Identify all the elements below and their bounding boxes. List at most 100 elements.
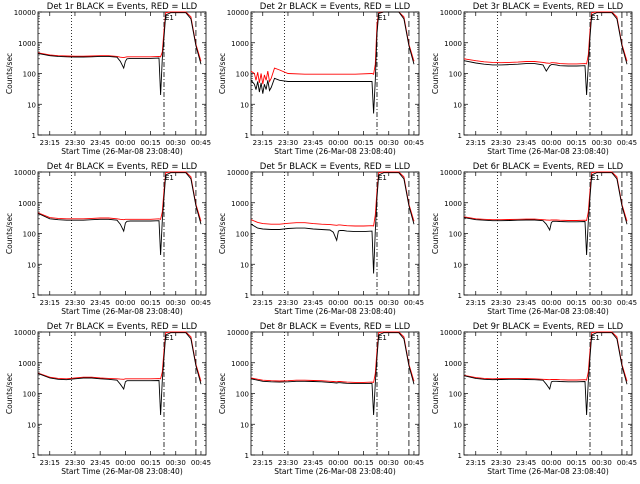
plot-frame <box>250 331 420 456</box>
marker-label: E1 <box>165 334 174 342</box>
x-tick-label: 00:30 <box>592 139 612 147</box>
plot-frame <box>250 171 420 296</box>
y-tick-label: 10000 <box>440 9 462 17</box>
x-tick-label: 23:30 <box>65 139 85 147</box>
marker-label: E1 <box>378 174 387 182</box>
x-tick-label: 23:45 <box>516 459 536 467</box>
events-series-line <box>37 172 202 256</box>
plot-frame <box>37 171 207 296</box>
x-tick-label: 00:45 <box>191 139 211 147</box>
x-tick-label: 23:15 <box>40 459 60 467</box>
x-tick-label: 00:15 <box>353 139 373 147</box>
y-tick-label: 10000 <box>14 9 36 17</box>
events-series-line <box>37 332 202 416</box>
panel-title: Det 7r BLACK = Events, RED = LLD <box>47 322 198 332</box>
y-axis-label: Counts/sec <box>5 53 14 94</box>
x-tick-label: 00:15 <box>566 459 586 467</box>
x-axis-label: Start Time (26-Mar-08 23:08:40) <box>274 147 396 156</box>
y-tick-label: 100 <box>236 71 249 79</box>
x-axis-label: Start Time (26-Mar-08 23:08:40) <box>61 467 183 476</box>
y-tick-label: 1 <box>245 452 249 460</box>
events-series-line <box>463 172 628 256</box>
x-tick-label: 23:45 <box>516 139 536 147</box>
y-tick-label: 100 <box>449 71 462 79</box>
y-tick-label: 10 <box>453 261 462 269</box>
lld-series-line <box>37 331 202 382</box>
x-tick-label: 23:30 <box>65 299 85 307</box>
x-tick-label: 00:45 <box>617 299 637 307</box>
y-tick-label: 10000 <box>14 329 36 337</box>
y-axis-label: Counts/sec <box>431 213 440 254</box>
x-tick-label: 00:45 <box>191 299 211 307</box>
detector-panel: Det 9r BLACK = Events, RED = LLD 1 10 100 10… <box>431 322 637 476</box>
x-tick-label: 23:15 <box>466 299 486 307</box>
x-tick-label: 00:00 <box>115 139 135 147</box>
y-tick-label: 1 <box>458 132 462 140</box>
x-tick-label: 23:15 <box>253 459 273 467</box>
y-tick-label: 1000 <box>444 360 462 368</box>
x-tick-label: 23:15 <box>466 459 486 467</box>
x-tick-label: 00:15 <box>140 139 160 147</box>
y-axis-label: Counts/sec <box>431 373 440 414</box>
x-tick-label: 23:15 <box>466 139 486 147</box>
marker-label: E1 <box>591 14 600 22</box>
detector-panel: Det 7r BLACK = Events, RED = LLD 1 10 100 10… <box>5 322 211 476</box>
panel-title: Det 1r BLACK = Events, RED = LLD <box>47 2 198 12</box>
y-axis-label: Counts/sec <box>218 373 227 414</box>
marker-label: E1 <box>165 14 174 22</box>
x-axis-label: Start Time (26-Mar-08 23:08:40) <box>487 307 609 316</box>
x-axis-label: Start Time (26-Mar-08 23:08:40) <box>274 307 396 316</box>
x-tick-label: 00:30 <box>166 139 186 147</box>
lld-series-line <box>37 171 202 222</box>
y-tick-label: 10000 <box>227 169 249 177</box>
y-tick-label: 10000 <box>227 9 249 17</box>
x-tick-label: 00:00 <box>541 459 561 467</box>
detector-panel: Det 8r BLACK = Events, RED = LLD 1 10 100 10… <box>218 322 424 476</box>
x-tick-label: 00:30 <box>592 299 612 307</box>
y-tick-label: 100 <box>236 231 249 239</box>
lld-series-line <box>37 11 202 62</box>
y-tick-label: 1 <box>32 452 36 460</box>
y-axis-label: Counts/sec <box>218 53 227 94</box>
y-axis-label: Counts/sec <box>218 213 227 254</box>
x-tick-label: 23:45 <box>303 139 323 147</box>
x-tick-label: 00:45 <box>191 459 211 467</box>
lld-series-line <box>250 11 415 85</box>
lld-series-line <box>463 11 628 65</box>
x-tick-label: 00:45 <box>404 299 424 307</box>
x-tick-label: 23:45 <box>303 459 323 467</box>
x-tick-label: 23:45 <box>303 299 323 307</box>
x-tick-label: 00:00 <box>541 139 561 147</box>
y-tick-label: 1 <box>32 292 36 300</box>
y-tick-label: 10000 <box>440 329 462 337</box>
x-tick-label: 23:15 <box>40 299 60 307</box>
plot-frame <box>463 331 633 456</box>
x-tick-label: 23:30 <box>491 139 511 147</box>
x-tick-label: 00:30 <box>166 299 186 307</box>
y-tick-label: 1000 <box>231 200 249 208</box>
x-tick-label: 00:30 <box>166 459 186 467</box>
plot-frame <box>250 11 420 136</box>
y-tick-label: 100 <box>449 231 462 239</box>
y-tick-label: 10 <box>240 261 249 269</box>
y-tick-label: 1 <box>245 132 249 140</box>
x-axis-label: Start Time (26-Mar-08 23:08:40) <box>61 147 183 156</box>
x-tick-label: 00:15 <box>566 139 586 147</box>
lld-series-line <box>250 171 415 227</box>
x-tick-label: 23:30 <box>278 139 298 147</box>
x-tick-label: 00:15 <box>353 299 373 307</box>
x-tick-label: 00:15 <box>566 299 586 307</box>
x-tick-label: 00:30 <box>379 299 399 307</box>
x-tick-label: 00:30 <box>379 139 399 147</box>
y-axis-label: Counts/sec <box>5 373 14 414</box>
x-tick-label: 00:45 <box>617 139 637 147</box>
x-tick-label: 00:00 <box>541 299 561 307</box>
x-axis-label: Start Time (26-Mar-08 23:08:40) <box>487 147 609 156</box>
x-tick-label: 23:45 <box>90 459 110 467</box>
marker-label: E1 <box>378 334 387 342</box>
x-tick-label: 23:30 <box>65 459 85 467</box>
y-tick-label: 10 <box>453 421 462 429</box>
y-tick-label: 1000 <box>18 360 36 368</box>
x-tick-label: 00:00 <box>328 139 348 147</box>
